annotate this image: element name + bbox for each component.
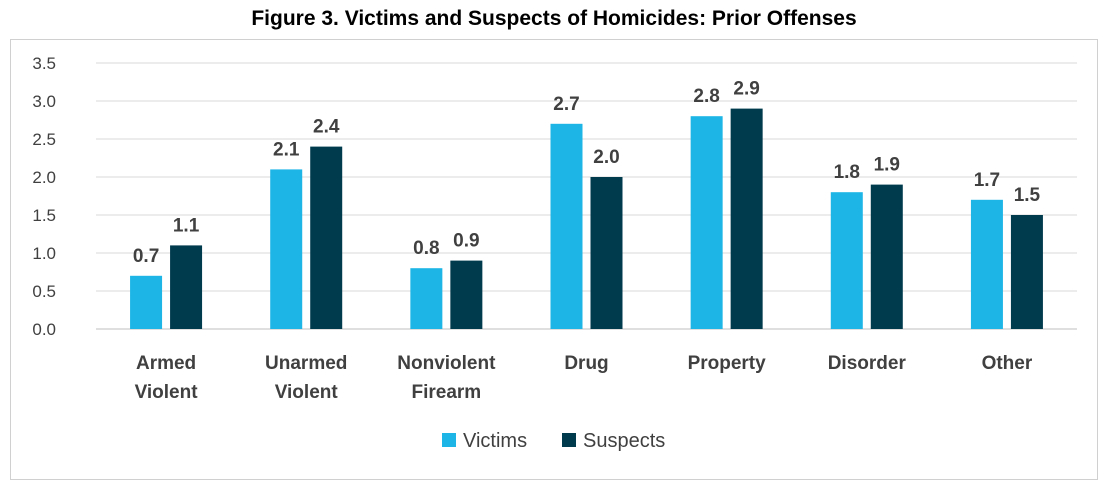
- y-tick-label: 3.0: [32, 92, 56, 111]
- data-label-victims: 2.7: [553, 94, 579, 115]
- data-label-suspects: 1.1: [173, 215, 200, 236]
- bar-victims: [550, 123, 583, 329]
- category-label: Other: [982, 353, 1033, 374]
- data-label-suspects: 2.0: [593, 147, 619, 168]
- bar-suspects: [310, 146, 343, 329]
- category-label: Property: [688, 353, 767, 374]
- y-tick-label: 3.5: [32, 54, 56, 73]
- bar-suspects: [730, 108, 763, 329]
- bars: [130, 108, 1043, 329]
- bar-victims: [270, 169, 303, 329]
- data-labels: 0.7 1.1 2.1 2.4 0.8 0.9 2.7 2.0 2.8 2.9 1.8 1.9 1.7 1…: [133, 79, 1041, 267]
- category-label: Unarmed: [265, 353, 347, 374]
- y-tick-label: 1.0: [32, 244, 56, 263]
- y-tick-label: 0.5: [32, 282, 56, 301]
- bar-suspects: [450, 260, 483, 329]
- data-label-suspects: 2.4: [313, 117, 340, 138]
- category-label: Violent: [135, 382, 199, 403]
- bar-victims: [410, 268, 443, 329]
- data-label-victims: 2.8: [693, 86, 719, 107]
- data-label-suspects: 0.9: [453, 231, 479, 252]
- category-label: Armed: [136, 353, 196, 374]
- category-label: Drug: [564, 353, 608, 374]
- bar-suspects: [170, 245, 203, 329]
- data-label-victims: 2.1: [273, 139, 300, 160]
- category-labels: Armed Violent Unarmed Violent Nonviolent Fire…: [135, 353, 1033, 403]
- bar-victims: [690, 116, 723, 329]
- legend-label-suspects: Suspects: [583, 430, 665, 452]
- y-tick-label: 2.5: [32, 130, 56, 149]
- bar-victims: [970, 199, 1003, 329]
- bar-victims: [130, 275, 163, 329]
- data-label-suspects: 2.9: [733, 79, 759, 100]
- data-label-suspects: 1.5: [1014, 185, 1041, 206]
- data-label-victims: 0.7: [133, 246, 159, 267]
- bar-victims: [830, 192, 863, 329]
- legend-label-victims: Victims: [463, 430, 527, 452]
- chart-frame: [10, 39, 1098, 480]
- data-label-victims: 1.8: [834, 162, 860, 183]
- category-label: Disorder: [828, 353, 907, 374]
- y-axis-ticks: 0.0 0.5 1.0 1.5 2.0 2.5 3.0 3.5: [32, 54, 56, 339]
- legend: Victims Suspects: [442, 430, 665, 452]
- legend-swatch-suspects: [562, 433, 576, 447]
- chart-title: Figure 3. Victims and Suspects of Homici…: [251, 7, 857, 30]
- bar-suspects: [590, 177, 623, 329]
- legend-swatch-victims: [442, 433, 456, 447]
- bar-suspects: [1010, 215, 1043, 329]
- bar-suspects: [870, 184, 903, 329]
- category-label: Violent: [275, 382, 339, 403]
- y-tick-label: 0.0: [32, 320, 56, 339]
- y-tick-label: 1.5: [32, 206, 56, 225]
- data-label-victims: 0.8: [413, 238, 439, 259]
- gridlines: [96, 62, 1077, 330]
- data-label-suspects: 1.9: [874, 155, 900, 176]
- category-label: Nonviolent: [397, 353, 496, 374]
- data-label-victims: 1.7: [974, 170, 1000, 191]
- category-label: Firearm: [412, 382, 482, 403]
- y-tick-label: 2.0: [32, 168, 56, 187]
